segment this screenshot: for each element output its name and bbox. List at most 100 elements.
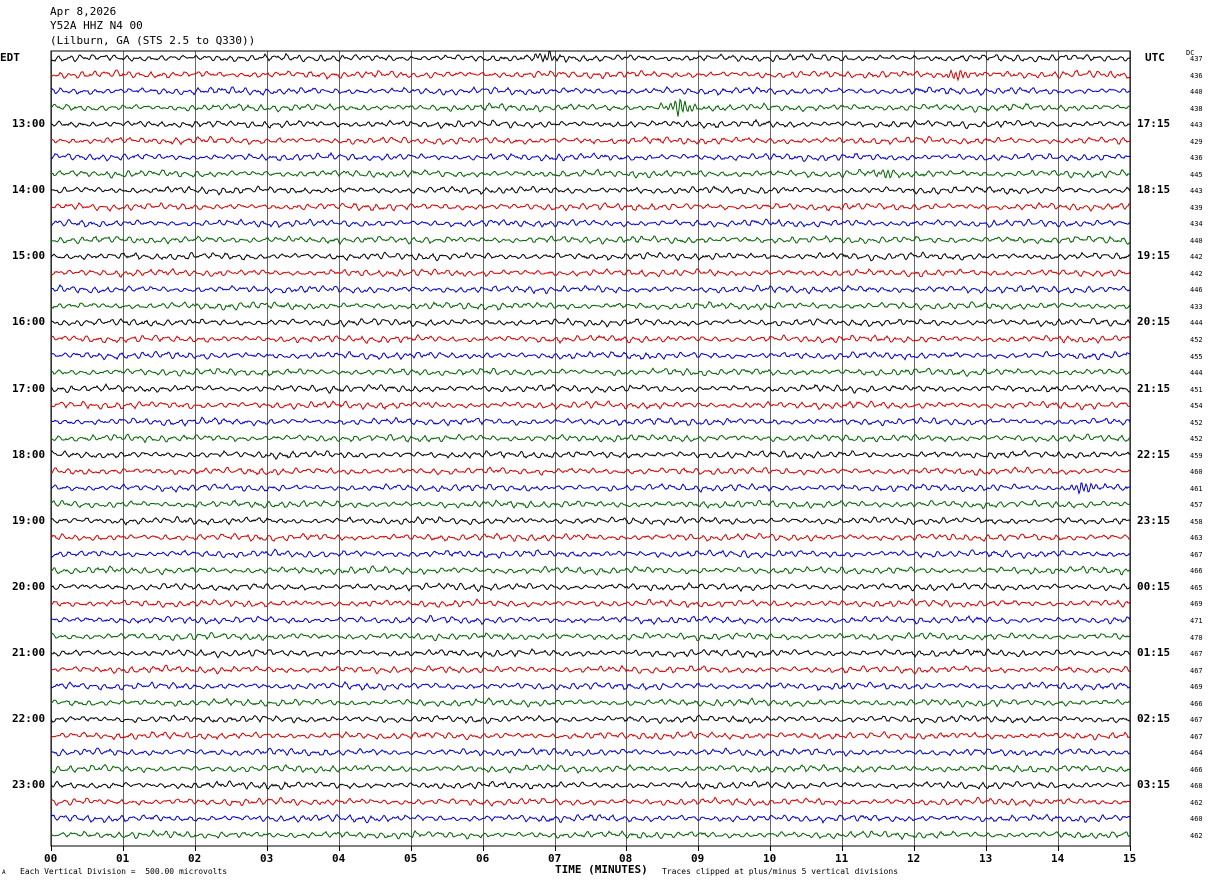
dc-offset-label: 469 <box>1190 683 1203 692</box>
seismic-trace <box>50 251 1131 262</box>
dc-offset-label: 468 <box>1190 782 1203 791</box>
dc-offset-label: 466 <box>1190 699 1203 708</box>
seismic-trace <box>50 433 1131 444</box>
dc-offset-label: 470 <box>1190 633 1203 642</box>
x-tick-label: 13 <box>979 852 993 865</box>
seismic-trace <box>50 664 1131 675</box>
dc-offset-label: 452 <box>1190 336 1203 344</box>
dc-offset-label: 440 <box>1190 88 1203 97</box>
right-time-label: 00:15 <box>1137 579 1171 593</box>
x-tick-label: 03 <box>260 852 274 865</box>
dc-offset-label: 436 <box>1190 71 1203 80</box>
right-time-label: 20:15 <box>1137 315 1171 329</box>
seismic-trace <box>50 218 1131 229</box>
seismic-trace <box>50 515 1131 526</box>
seismic-trace <box>50 482 1131 496</box>
seismic-trace <box>50 780 1131 791</box>
trace-group <box>50 50 1131 841</box>
seismic-trace <box>50 317 1131 328</box>
dc-offset-label: 459 <box>1190 451 1203 460</box>
seismic-trace <box>50 813 1131 825</box>
x-tick-label: 05 <box>404 852 418 865</box>
seismic-trace <box>50 400 1131 411</box>
seismic-trace <box>50 763 1131 775</box>
seismic-trace <box>50 598 1131 609</box>
right-time-label: 02:15 <box>1137 712 1171 726</box>
dc-offset-label: 458 <box>1190 517 1203 526</box>
right-time-label: 21:15 <box>1137 381 1171 395</box>
dc-offset-label: 467 <box>1190 716 1203 725</box>
x-tick-label: 14 <box>1051 852 1065 865</box>
seismic-trace <box>50 548 1131 560</box>
dc-offset-label: 442 <box>1190 269 1203 278</box>
left-time-label: 16:00 <box>12 315 46 329</box>
seismic-trace <box>50 614 1131 626</box>
left-time-label: 14:00 <box>12 183 46 197</box>
left-time-label: 21:00 <box>12 646 46 660</box>
seismic-trace <box>50 631 1131 642</box>
dc-offset-label: 467 <box>1190 550 1203 559</box>
x-tick-label: 15 <box>1123 852 1137 865</box>
seismic-trace <box>50 697 1131 708</box>
seismic-trace <box>50 300 1131 311</box>
right-time-label: 01:15 <box>1137 646 1171 660</box>
x-tick-label: 09 <box>691 852 705 865</box>
x-ticks <box>51 846 1131 851</box>
seismic-trace <box>50 185 1131 196</box>
dc-label: DC <box>1186 49 1195 57</box>
seismic-trace <box>50 532 1131 542</box>
x-tick-label: 12 <box>907 852 921 865</box>
seismic-trace <box>50 267 1131 278</box>
dc-offset-label: 460 <box>1190 468 1203 477</box>
dc-offset-label: 440 <box>1190 236 1203 245</box>
dc-offset-label: 460 <box>1190 815 1203 824</box>
x-tick-label: 08 <box>619 852 633 865</box>
dc-offset-label: 445 <box>1190 170 1203 179</box>
dc-offset-label: 464 <box>1190 749 1203 758</box>
seismic-trace <box>50 350 1131 361</box>
left-time-label: 23:00 <box>12 778 46 792</box>
left-time-label: 20:00 <box>12 579 46 593</box>
seismic-trace <box>50 648 1131 659</box>
seismic-trace <box>50 135 1131 146</box>
x-tick-label: 00 <box>44 852 58 865</box>
dc-offset-label: 466 <box>1190 765 1203 774</box>
seismic-trace <box>50 565 1131 576</box>
left-time-label: 17:00 <box>12 381 46 395</box>
plot-grid <box>50 50 1131 847</box>
right-time-label: 18:15 <box>1137 183 1171 197</box>
dc-offset-label: 433 <box>1190 302 1203 311</box>
left-time-label: 19:00 <box>12 513 46 527</box>
dc-offset-label: 462 <box>1190 798 1203 807</box>
right-axis-label: UTC <box>1145 51 1165 64</box>
x-axis-title: TIME (MINUTES) <box>555 863 648 876</box>
x-tick-label: 02 <box>188 852 202 865</box>
seismic-trace <box>50 118 1131 130</box>
header-date: Apr 8,2026 <box>50 5 117 18</box>
dc-offset-label: 429 <box>1190 137 1203 146</box>
left-time-label: 22:00 <box>12 712 46 726</box>
dc-offset-label: 443 <box>1190 187 1203 196</box>
right-time-label: 19:15 <box>1137 249 1171 263</box>
dc-offset-label: 446 <box>1190 286 1203 295</box>
dc-offset-label: 442 <box>1190 253 1203 262</box>
right-time-label: 17:15 <box>1137 117 1171 131</box>
seismic-trace <box>50 730 1131 741</box>
seismic-trace <box>50 680 1131 692</box>
dc-offset-label: 436 <box>1190 154 1203 163</box>
dc-offset-label: 437 <box>1190 55 1203 63</box>
x-tick-label: 01 <box>116 852 130 865</box>
seismic-trace <box>50 234 1131 246</box>
dc-offset-label: 457 <box>1190 501 1203 510</box>
seismic-trace <box>50 85 1131 97</box>
seismic-trace <box>50 284 1131 295</box>
seismic-trace <box>50 466 1131 477</box>
clip-note: Traces clipped at plus/minus 5 vertical … <box>662 867 899 876</box>
dc-offset-label: 469 <box>1190 600 1203 609</box>
x-tick-label: 11 <box>835 852 849 865</box>
plot-frame <box>50 50 1131 847</box>
seismic-trace <box>50 68 1131 82</box>
dc-offset-label: 463 <box>1190 534 1203 543</box>
seismic-trace <box>50 796 1131 807</box>
